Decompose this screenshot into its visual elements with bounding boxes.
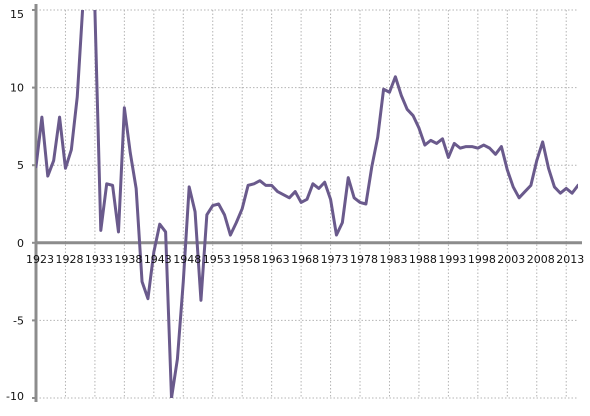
x-tick-label: 2008 — [527, 253, 555, 266]
axes — [32, 4, 582, 402]
x-tick-label: 2003 — [497, 253, 525, 266]
y-tick-label: -5 — [13, 314, 24, 327]
y-tick-label: 15 — [10, 8, 24, 21]
x-tick-label: 1928 — [55, 253, 83, 266]
x-tick-label: 1973 — [321, 253, 349, 266]
x-tick-label: 1933 — [85, 253, 113, 266]
x-tick-label: 1938 — [114, 253, 142, 266]
x-tick-labels: 1923 1928 1933 1938 1943 1948 1953 1958 1963 1968… — [26, 253, 584, 266]
y-tick-label: 10 — [10, 82, 24, 95]
x-tick-label: 1978 — [350, 253, 378, 266]
x-tick-label: 1988 — [409, 253, 437, 266]
x-tick-label: 1958 — [232, 253, 260, 266]
x-tick-label: 2013 — [556, 253, 584, 266]
grid-lines — [36, 9, 578, 399]
y-tick-labels: -10 -5 0 5 10 15 — [6, 8, 24, 403]
x-tick-label: 1983 — [379, 253, 407, 266]
x-tick-label: 1993 — [438, 253, 466, 266]
x-tick-label: 1923 — [26, 253, 54, 266]
x-tick-label: 1953 — [203, 253, 231, 266]
y-tick-label: 0 — [17, 237, 24, 250]
x-tick-label: 1998 — [468, 253, 496, 266]
x-tick-label: 1968 — [291, 253, 319, 266]
series-group — [36, 10, 578, 398]
x-tick-label: 1943 — [144, 253, 172, 266]
y-tick-label: 5 — [17, 159, 24, 172]
y-tick-label: -10 — [6, 390, 24, 403]
x-tick-label: 1948 — [173, 253, 201, 266]
x-tick-label: 1963 — [262, 253, 290, 266]
series-line — [36, 10, 578, 398]
